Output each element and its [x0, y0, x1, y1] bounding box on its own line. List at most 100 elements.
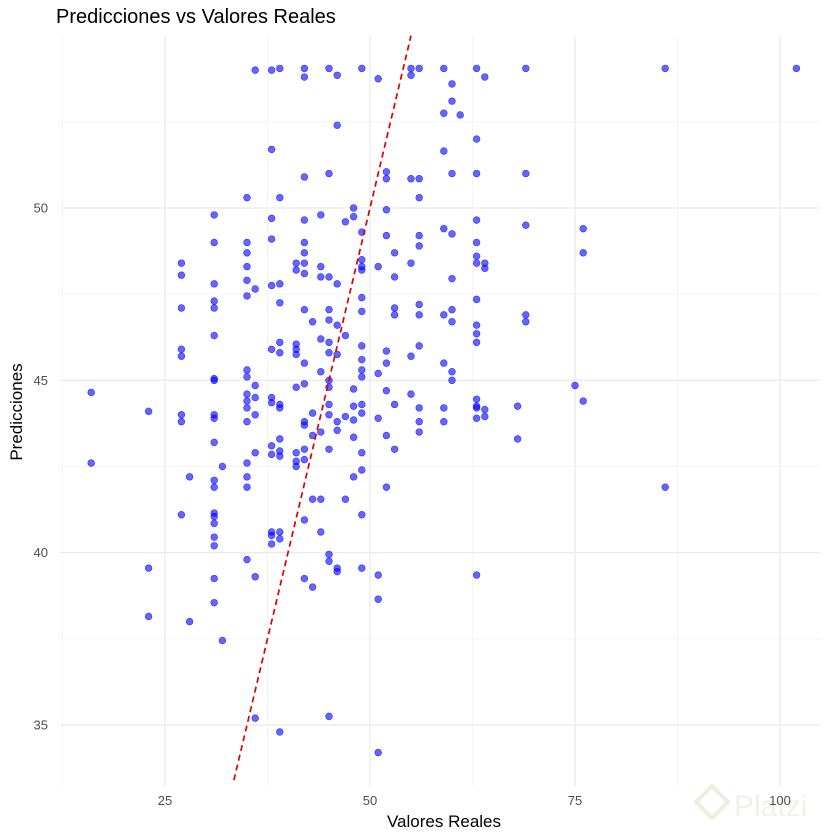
data-point	[325, 550, 333, 559]
data-point	[308, 583, 317, 591]
data-point	[472, 252, 481, 260]
y-axis-title: Predicciones	[7, 363, 26, 460]
data-point	[325, 169, 333, 178]
x-tick-label: 100	[769, 793, 791, 808]
data-point	[210, 519, 218, 528]
data-point	[374, 571, 382, 579]
data-point	[243, 483, 251, 491]
data-point	[243, 366, 251, 374]
data-point	[325, 411, 333, 419]
data-point	[382, 175, 391, 183]
data-point	[300, 359, 309, 367]
data-point	[407, 390, 415, 398]
data-point	[177, 259, 186, 267]
data-point	[415, 417, 423, 426]
data-point	[292, 449, 300, 457]
data-point	[300, 421, 309, 429]
data-point	[440, 404, 448, 412]
data-point	[251, 411, 259, 419]
data-point	[472, 330, 481, 338]
data-point	[374, 748, 382, 757]
data-point	[440, 147, 448, 155]
data-point	[325, 316, 333, 324]
data-point	[333, 321, 341, 329]
data-point	[218, 636, 227, 645]
x-axis-title: Valores Reales	[387, 812, 501, 831]
data-point	[472, 64, 481, 73]
chart-title: Predicciones vs Valores Reales	[56, 6, 336, 28]
data-point	[522, 169, 530, 178]
data-point	[325, 64, 333, 73]
y-tick-labels: 35 40 45 50	[34, 201, 48, 733]
data-point	[292, 259, 300, 267]
x-tick-label: 75	[568, 793, 582, 808]
data-point	[325, 338, 333, 347]
data-point	[292, 462, 300, 471]
data-point	[349, 473, 358, 481]
data-point	[292, 266, 300, 274]
data-point	[472, 216, 481, 224]
data-point	[251, 573, 259, 581]
data-point	[333, 567, 341, 576]
data-point	[325, 273, 333, 281]
data-point	[358, 511, 366, 519]
data-point	[243, 373, 251, 381]
data-point	[358, 564, 366, 572]
data-point	[407, 64, 415, 73]
data-point	[177, 417, 186, 426]
data-point	[415, 242, 423, 250]
data-point	[243, 276, 251, 285]
data-point	[300, 516, 309, 524]
y-tick-label: 45	[34, 373, 48, 388]
data-point	[292, 350, 300, 359]
data-point	[522, 221, 530, 229]
data-point	[243, 193, 251, 202]
data-point	[210, 414, 218, 422]
data-point	[267, 214, 276, 223]
data-point	[358, 355, 366, 364]
data-point	[522, 318, 530, 326]
minor-gridlines	[60, 36, 820, 786]
data-point	[243, 555, 251, 564]
data-point	[267, 345, 276, 354]
data-point	[374, 75, 382, 83]
data-point	[177, 304, 186, 312]
data-point	[407, 175, 415, 183]
data-point	[251, 285, 259, 293]
data-point	[390, 311, 399, 319]
data-point	[440, 359, 448, 367]
watermark: Platzi	[693, 783, 807, 823]
data-point	[382, 483, 391, 491]
data-point	[243, 238, 251, 247]
data-point	[448, 376, 456, 385]
data-point	[349, 433, 358, 441]
data-point	[325, 712, 333, 721]
major-gridlines	[60, 36, 820, 786]
data-point	[341, 495, 350, 503]
data-point	[243, 262, 251, 271]
data-point	[333, 71, 341, 80]
data-point	[358, 366, 366, 374]
platzi-logo-icon	[693, 783, 731, 821]
data-point	[349, 416, 358, 424]
x-tick-label: 50	[363, 793, 377, 808]
data-point	[210, 512, 218, 521]
data-point	[440, 224, 448, 233]
data-point	[374, 369, 382, 378]
data-point	[276, 349, 284, 357]
data-point	[185, 473, 194, 481]
data-point	[300, 305, 309, 314]
data-point	[382, 168, 391, 176]
data-point	[177, 271, 186, 279]
data-point	[448, 80, 456, 88]
data-point	[481, 405, 489, 414]
data-point	[267, 235, 276, 243]
data-point	[325, 349, 333, 357]
data-point	[448, 318, 456, 326]
data-point	[300, 259, 309, 267]
data-point	[251, 66, 259, 74]
data-point	[308, 318, 317, 326]
data-point	[448, 274, 456, 283]
data-point	[661, 483, 669, 491]
